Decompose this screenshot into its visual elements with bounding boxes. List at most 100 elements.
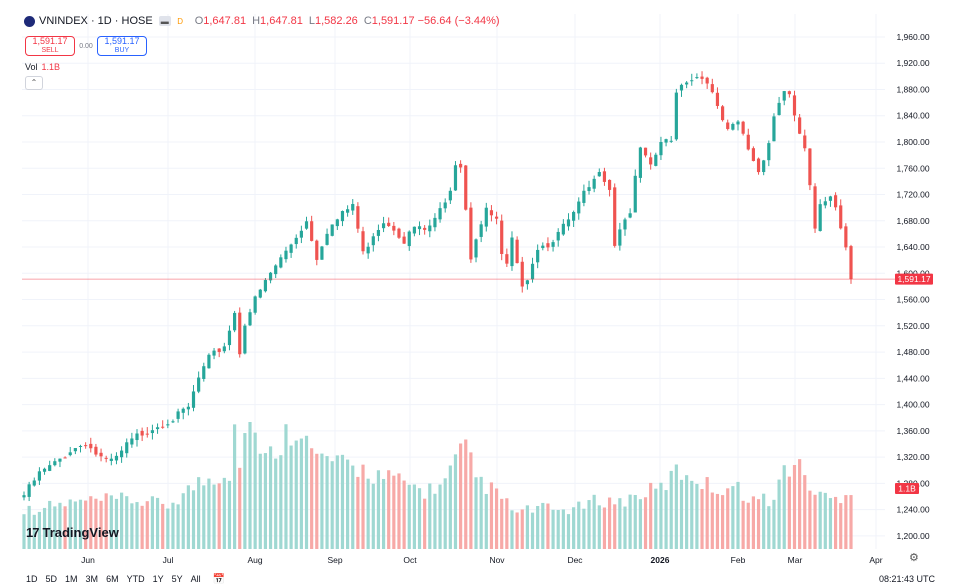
- sell-button[interactable]: 1,591.17 SELL: [25, 36, 75, 56]
- candle-body: [587, 187, 591, 192]
- time-tick-label: Jul: [163, 555, 174, 565]
- volume-bar: [58, 502, 62, 549]
- timeframe-1m[interactable]: 1M: [65, 574, 78, 584]
- volume-bar: [222, 477, 226, 549]
- candle-body: [284, 250, 288, 260]
- volume-bar: [633, 494, 637, 549]
- candle-body: [279, 257, 283, 268]
- price-tick-label: 1,480.00: [896, 347, 929, 357]
- volume-bar: [150, 496, 155, 549]
- volume-bar: [78, 499, 83, 549]
- candle-body: [438, 208, 442, 220]
- candlesticks: [22, 71, 853, 502]
- candle-body: [299, 230, 303, 238]
- candle-body: [736, 121, 740, 125]
- time-tick-label: Nov: [489, 555, 505, 565]
- volume-bar: [561, 509, 565, 549]
- candle-body: [104, 457, 108, 459]
- candle-body: [392, 225, 396, 231]
- candle-body: [130, 438, 134, 445]
- candle-body: [679, 84, 684, 91]
- volume-bar: [320, 453, 324, 549]
- price-tick-label: 1,320.00: [896, 452, 929, 462]
- calendar-icon[interactable]: 📅: [212, 574, 226, 585]
- candle-body: [628, 213, 632, 218]
- timeframe-1d[interactable]: 1D: [26, 574, 38, 584]
- candle-body: [140, 430, 144, 436]
- candle-body: [171, 421, 175, 423]
- volume-bar: [89, 496, 93, 549]
- utc-clock[interactable]: 08:21:43 UTC: [878, 574, 935, 584]
- volume-bar: [22, 514, 26, 549]
- price-axis[interactable]: 1,200.001,240.001,280.001,320.001,360.00…: [896, 32, 929, 541]
- volume-bar: [582, 508, 586, 549]
- candle-body: [633, 175, 637, 213]
- volume-bar: [268, 446, 273, 549]
- volume-bar: [839, 503, 843, 549]
- timeframe-ytd[interactable]: YTD: [126, 574, 145, 584]
- volume-bar: [530, 512, 535, 549]
- volume-bar: [27, 505, 31, 549]
- volume-bar: [227, 480, 232, 549]
- candle-body: [340, 211, 345, 222]
- candle-body: [798, 117, 802, 134]
- timeframe-6m[interactable]: 6M: [106, 574, 119, 584]
- volume-bar: [695, 483, 699, 549]
- chevron-up-icon[interactable]: ⌃: [25, 76, 43, 90]
- gear-icon[interactable]: ⚙: [909, 552, 919, 564]
- candle-body: [443, 202, 447, 209]
- volume-bar: [376, 470, 381, 549]
- time-tick-label: Dec: [567, 555, 583, 565]
- timeframe-all[interactable]: All: [190, 574, 201, 584]
- buy-button[interactable]: 1,591.17 BUY: [97, 36, 147, 56]
- timeframe-5y[interactable]: 5Y: [171, 574, 183, 584]
- candle-body: [294, 237, 298, 245]
- market-closed-icon[interactable]: ▬: [158, 16, 171, 26]
- volume-bar: [659, 482, 663, 549]
- volume-bar: [649, 482, 653, 549]
- volume-bar: [356, 476, 360, 549]
- volume-bar: [685, 475, 689, 549]
- buy-price: 1,591.17: [104, 36, 140, 46]
- timeframe-1y[interactable]: 1Y: [152, 574, 164, 584]
- close-label: C: [363, 15, 372, 27]
- candle-body: [792, 95, 797, 116]
- symbol-title[interactable]: VNINDEX · 1D · HOSE: [39, 15, 153, 27]
- candle-body: [566, 219, 571, 227]
- price-tick-label: 1,960.00: [896, 32, 929, 42]
- low-label: L: [308, 15, 315, 27]
- volume-bar: [782, 465, 786, 549]
- volume-bar: [351, 465, 355, 549]
- time-axis[interactable]: Jun Jul Aug Sep Oct Nov Dec 2026 Feb Mar Apr: [81, 555, 883, 565]
- volume-bar: [751, 496, 755, 549]
- volume-legend[interactable]: Vol 1.1B: [25, 62, 60, 72]
- candle-body: [505, 254, 509, 264]
- volume-bar: [618, 498, 622, 549]
- high-label: H: [252, 15, 261, 27]
- volume-bar: [258, 453, 262, 549]
- volume-bar: [366, 478, 370, 549]
- volume-bar: [772, 499, 776, 549]
- timeframe-3m[interactable]: 3M: [85, 574, 99, 584]
- volume-bar: [207, 478, 211, 549]
- timeframe-5d[interactable]: 5D: [45, 574, 58, 584]
- sell-price: 1,591.17: [32, 36, 68, 46]
- volume-bar: [68, 499, 72, 549]
- volume-bar: [155, 497, 160, 549]
- volume-bar: [130, 503, 134, 549]
- volume-bar: [114, 498, 119, 549]
- volume-bar: [37, 511, 42, 549]
- candle-body: [407, 231, 411, 247]
- candle-body: [705, 77, 709, 84]
- volume-bar: [109, 495, 113, 549]
- data-delay-badge[interactable]: D: [177, 16, 184, 26]
- volume-bar: [849, 495, 853, 549]
- chart-grid: [22, 14, 885, 549]
- volume-bar: [833, 496, 838, 549]
- volume-bar: [823, 492, 827, 549]
- volume-bar: [828, 498, 833, 549]
- volume-bar: [546, 503, 550, 549]
- tradingview-name: TradingView: [42, 525, 119, 540]
- candle-body: [520, 261, 524, 287]
